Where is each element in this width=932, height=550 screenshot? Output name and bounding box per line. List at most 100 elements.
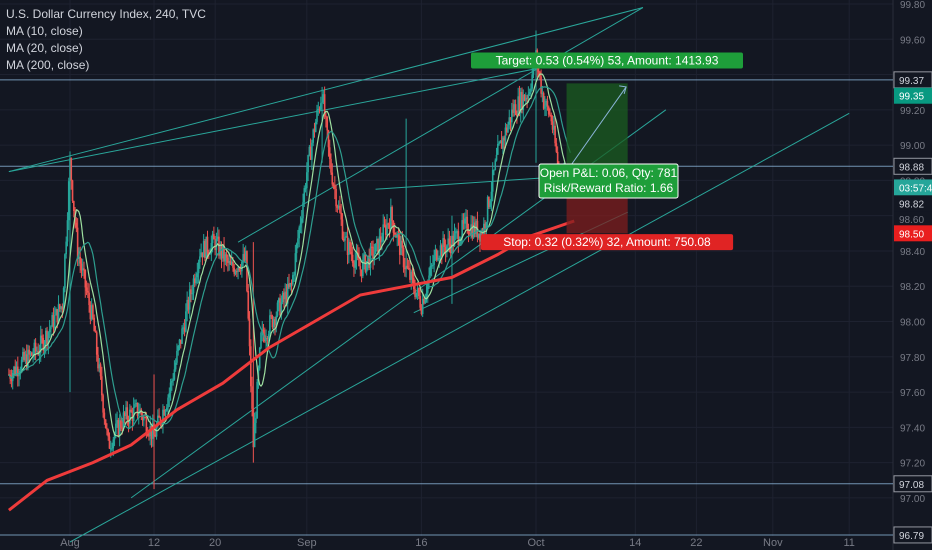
candle-body bbox=[522, 94, 525, 111]
candle-body bbox=[337, 205, 340, 208]
candle-body bbox=[99, 364, 102, 377]
candle-body bbox=[477, 233, 480, 238]
candle-body bbox=[80, 263, 83, 271]
candle-body bbox=[358, 257, 360, 267]
candle-body bbox=[115, 423, 117, 435]
candle-body bbox=[121, 427, 124, 429]
candle-body bbox=[196, 273, 199, 278]
candle-body bbox=[148, 435, 150, 437]
candle-body bbox=[326, 117, 328, 131]
candle-body bbox=[64, 254, 66, 289]
candle-body bbox=[442, 238, 444, 256]
candle-body bbox=[293, 274, 295, 276]
candle-body bbox=[103, 412, 106, 420]
candle-body bbox=[47, 332, 50, 344]
candle-body bbox=[350, 251, 353, 255]
candle-body bbox=[93, 317, 95, 332]
candle-body bbox=[206, 236, 209, 253]
candle-body bbox=[471, 224, 474, 238]
candle-body bbox=[551, 121, 554, 130]
candle-body bbox=[271, 315, 274, 328]
candle-body bbox=[201, 252, 204, 258]
candle-body bbox=[556, 151, 559, 165]
candle-body bbox=[416, 288, 419, 293]
candle-body bbox=[415, 292, 418, 297]
candle-body bbox=[132, 407, 135, 421]
candle-body bbox=[29, 352, 32, 355]
candle-body bbox=[438, 257, 441, 260]
candle-body bbox=[27, 349, 29, 368]
candle-body bbox=[81, 268, 84, 271]
candle-body bbox=[323, 94, 326, 117]
candle-body bbox=[434, 249, 437, 256]
candle-body bbox=[349, 241, 351, 252]
candle-body bbox=[362, 259, 364, 277]
candle-body bbox=[251, 386, 253, 409]
y-tick-label: 97.00 bbox=[900, 494, 925, 505]
candle-body bbox=[56, 309, 59, 323]
candle-body bbox=[456, 231, 458, 233]
target-label: Target: 0.53 (0.54%) 53, Amount: 1413.93 bbox=[471, 52, 743, 69]
candle-body bbox=[125, 407, 127, 416]
candle-body bbox=[339, 205, 341, 213]
y-tick-label: 99.60 bbox=[900, 35, 925, 46]
candle-body bbox=[336, 206, 339, 208]
candle-body bbox=[437, 259, 439, 261]
candle-body bbox=[14, 366, 17, 375]
candle-body bbox=[379, 236, 382, 243]
candle-body bbox=[104, 419, 107, 428]
candle-body bbox=[433, 255, 435, 265]
x-tick-label: 22 bbox=[690, 537, 702, 549]
candle-body bbox=[247, 291, 250, 319]
candle-body bbox=[300, 218, 303, 224]
y-tick-label: 98.00 bbox=[900, 318, 925, 329]
candle-body bbox=[288, 283, 290, 287]
price-tag bbox=[894, 87, 932, 104]
candle-body bbox=[249, 346, 252, 387]
candle-body bbox=[280, 302, 283, 316]
candle-body bbox=[59, 304, 61, 309]
candle-body bbox=[500, 140, 503, 149]
candle-body bbox=[176, 350, 178, 363]
candle-body bbox=[200, 252, 202, 257]
candle-body bbox=[28, 349, 31, 355]
candle-body bbox=[498, 143, 500, 145]
candle-body bbox=[390, 207, 392, 229]
candle-body bbox=[307, 155, 309, 173]
candle-body bbox=[237, 267, 239, 272]
candle-body bbox=[202, 240, 205, 258]
candle-body bbox=[85, 287, 88, 291]
candle-body bbox=[270, 315, 272, 317]
candle-body bbox=[275, 315, 278, 326]
candle-body bbox=[182, 327, 185, 329]
candle-body bbox=[322, 94, 325, 103]
candle-body bbox=[303, 188, 306, 203]
candle-body bbox=[360, 269, 363, 277]
candle-body bbox=[388, 224, 391, 229]
candle-body bbox=[348, 241, 350, 255]
price-tag-label: 98.60 bbox=[899, 215, 924, 226]
open-pnl-label: Open P&L: 0.06, Qty: 781 bbox=[540, 166, 678, 180]
legend-title: U.S. Dollar Currency Index, 240, TVC bbox=[6, 7, 206, 21]
candle-body bbox=[419, 296, 421, 308]
candle-body bbox=[210, 242, 213, 254]
candle-body bbox=[378, 236, 381, 254]
candle-body bbox=[16, 366, 19, 377]
y-tick-label: 98.40 bbox=[900, 247, 925, 258]
candle-body bbox=[526, 97, 528, 99]
candle-body bbox=[327, 130, 330, 148]
candle-body bbox=[165, 407, 168, 411]
candle-body bbox=[252, 408, 255, 448]
candle-body bbox=[393, 232, 396, 235]
candle-body bbox=[260, 332, 262, 348]
candle-body bbox=[331, 172, 334, 185]
candle-body bbox=[493, 169, 495, 171]
candle-body bbox=[499, 140, 502, 144]
candle-body bbox=[38, 352, 41, 355]
candle-body bbox=[52, 315, 55, 329]
candle-body bbox=[41, 335, 43, 338]
candle-body bbox=[313, 129, 316, 132]
candle-body bbox=[90, 305, 93, 320]
candle-body bbox=[372, 246, 374, 260]
